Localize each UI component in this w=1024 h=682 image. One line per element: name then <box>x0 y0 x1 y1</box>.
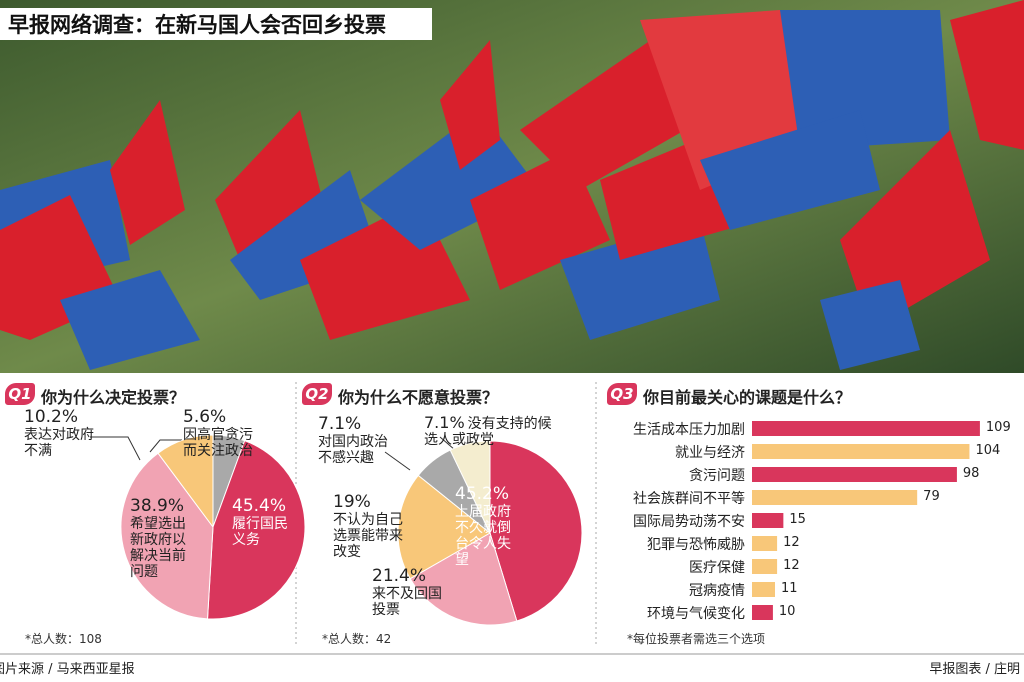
value-label: 19% <box>333 492 371 512</box>
question-badge: Q2 <box>302 383 332 405</box>
value-label: 98 <box>962 466 980 481</box>
pie-slice <box>206 439 306 620</box>
chart-note: *总人数：108 <box>25 632 102 646</box>
question-badge: Q3 <box>607 383 637 405</box>
category-label: 就业与经济 <box>675 445 745 461</box>
value-label: 79 <box>923 489 940 504</box>
pie-slice <box>489 440 583 622</box>
bar <box>752 582 775 597</box>
category-label: 医疗保健 <box>689 560 745 576</box>
category-label: 国际局势动荡不安 <box>633 514 745 530</box>
value-label: 109 <box>985 420 1011 435</box>
graphic-credit: 早报图表 / 庄明 <box>929 661 1020 677</box>
category-label: 对国内政治不感兴趣 <box>318 434 388 466</box>
chart-note: *每位投票者需选三个选项 <box>627 632 766 646</box>
chart-title: 你目前最关心的课题是什么？ <box>643 388 852 407</box>
slice-label: 45.2% 上届政府不久就倒台令人失望 <box>455 484 517 569</box>
chart-note: *总人数：42 <box>322 632 392 646</box>
chart-title: 你为什么不愿意投票？ <box>338 388 499 407</box>
category-label: 履行国民义务 <box>232 516 288 548</box>
question-badge: Q1 <box>5 383 35 405</box>
category-label: 表达对政府不满 <box>24 427 94 459</box>
leader-line <box>439 436 456 451</box>
chart-title: 你为什么决定投票？ <box>41 388 186 407</box>
bar <box>752 444 970 459</box>
category-label: 社会族群间不平等 <box>633 491 745 507</box>
category-label: 冠病疫情 <box>689 583 745 599</box>
photo <box>0 0 1024 375</box>
value-label: 7.1% <box>318 414 362 434</box>
bar <box>752 536 778 551</box>
category-label: 上届政府不久就倒台令人失望 <box>455 504 511 568</box>
category-label: 希望选出新政府以解决当前问题 <box>130 516 186 580</box>
title-box <box>0 8 432 40</box>
category-label: 因高官贪污而关注政治 <box>183 427 253 459</box>
slice-label: 10.2% 表达对政府不满 <box>24 407 102 460</box>
slice-label: 7.1% 没有支持的候选人或政党 <box>424 413 552 449</box>
category-label: 不认为自己选票能带来改变 <box>333 512 403 560</box>
slice-label: 21.4% 来不及回国投票 <box>372 566 448 619</box>
page-title: 早报网络调查：在新马国人会否回乡投票 <box>8 13 386 37</box>
value-label: 15 <box>789 512 806 527</box>
category-label: 生活成本压力加剧 <box>633 422 745 438</box>
value-label: 12 <box>783 535 800 550</box>
bar <box>752 421 980 436</box>
category-label: 来不及回国投票 <box>372 586 442 618</box>
slice-label: 38.9% 希望选出新政府以解决当前问题 <box>130 496 192 581</box>
slice-label: 19% 不认为自己选票能带来改变 <box>333 492 409 561</box>
slice-label: 45.4% 履行国民义务 <box>232 496 294 549</box>
value-label: 10.2% <box>24 407 79 427</box>
value-label: 10 <box>778 604 796 619</box>
value-label: 45.2% <box>455 484 510 504</box>
category-label: 贪污问题 <box>689 468 745 484</box>
value-label: 104 <box>975 443 1001 458</box>
value-label: 11 <box>781 581 798 596</box>
value-label: 5.6% <box>183 407 227 427</box>
category-label: 没有支持的候选人或政党 <box>424 416 552 448</box>
value-label: 7.1% <box>424 413 465 432</box>
pie-slice <box>120 452 214 620</box>
leader-line <box>149 439 182 453</box>
pie-slice <box>449 440 491 534</box>
value-label: 12 <box>783 558 800 573</box>
bar <box>752 559 778 574</box>
value-label: 45.4% <box>232 496 287 516</box>
bar <box>752 513 784 528</box>
slice-label: 5.6% 因高官贪污而关注政治 <box>183 407 257 460</box>
value-label: 38.9% <box>130 496 185 516</box>
category-label: 犯罪与恐怖威胁 <box>647 537 745 553</box>
leader-line <box>90 436 141 461</box>
pie-slice <box>157 434 214 529</box>
pie-slice <box>397 474 491 580</box>
category-label: 环境与气候变化 <box>647 606 745 622</box>
bar <box>752 490 918 505</box>
pie-slice <box>409 532 518 626</box>
bar <box>752 605 773 620</box>
leader-line <box>384 451 411 471</box>
slice-label: 7.1% 对国内政治不感兴趣 <box>318 414 394 467</box>
bar <box>752 467 957 482</box>
photo-credit: 图片来源 / 马来西亚星报 <box>0 662 135 677</box>
value-label: 21.4% <box>372 566 427 586</box>
